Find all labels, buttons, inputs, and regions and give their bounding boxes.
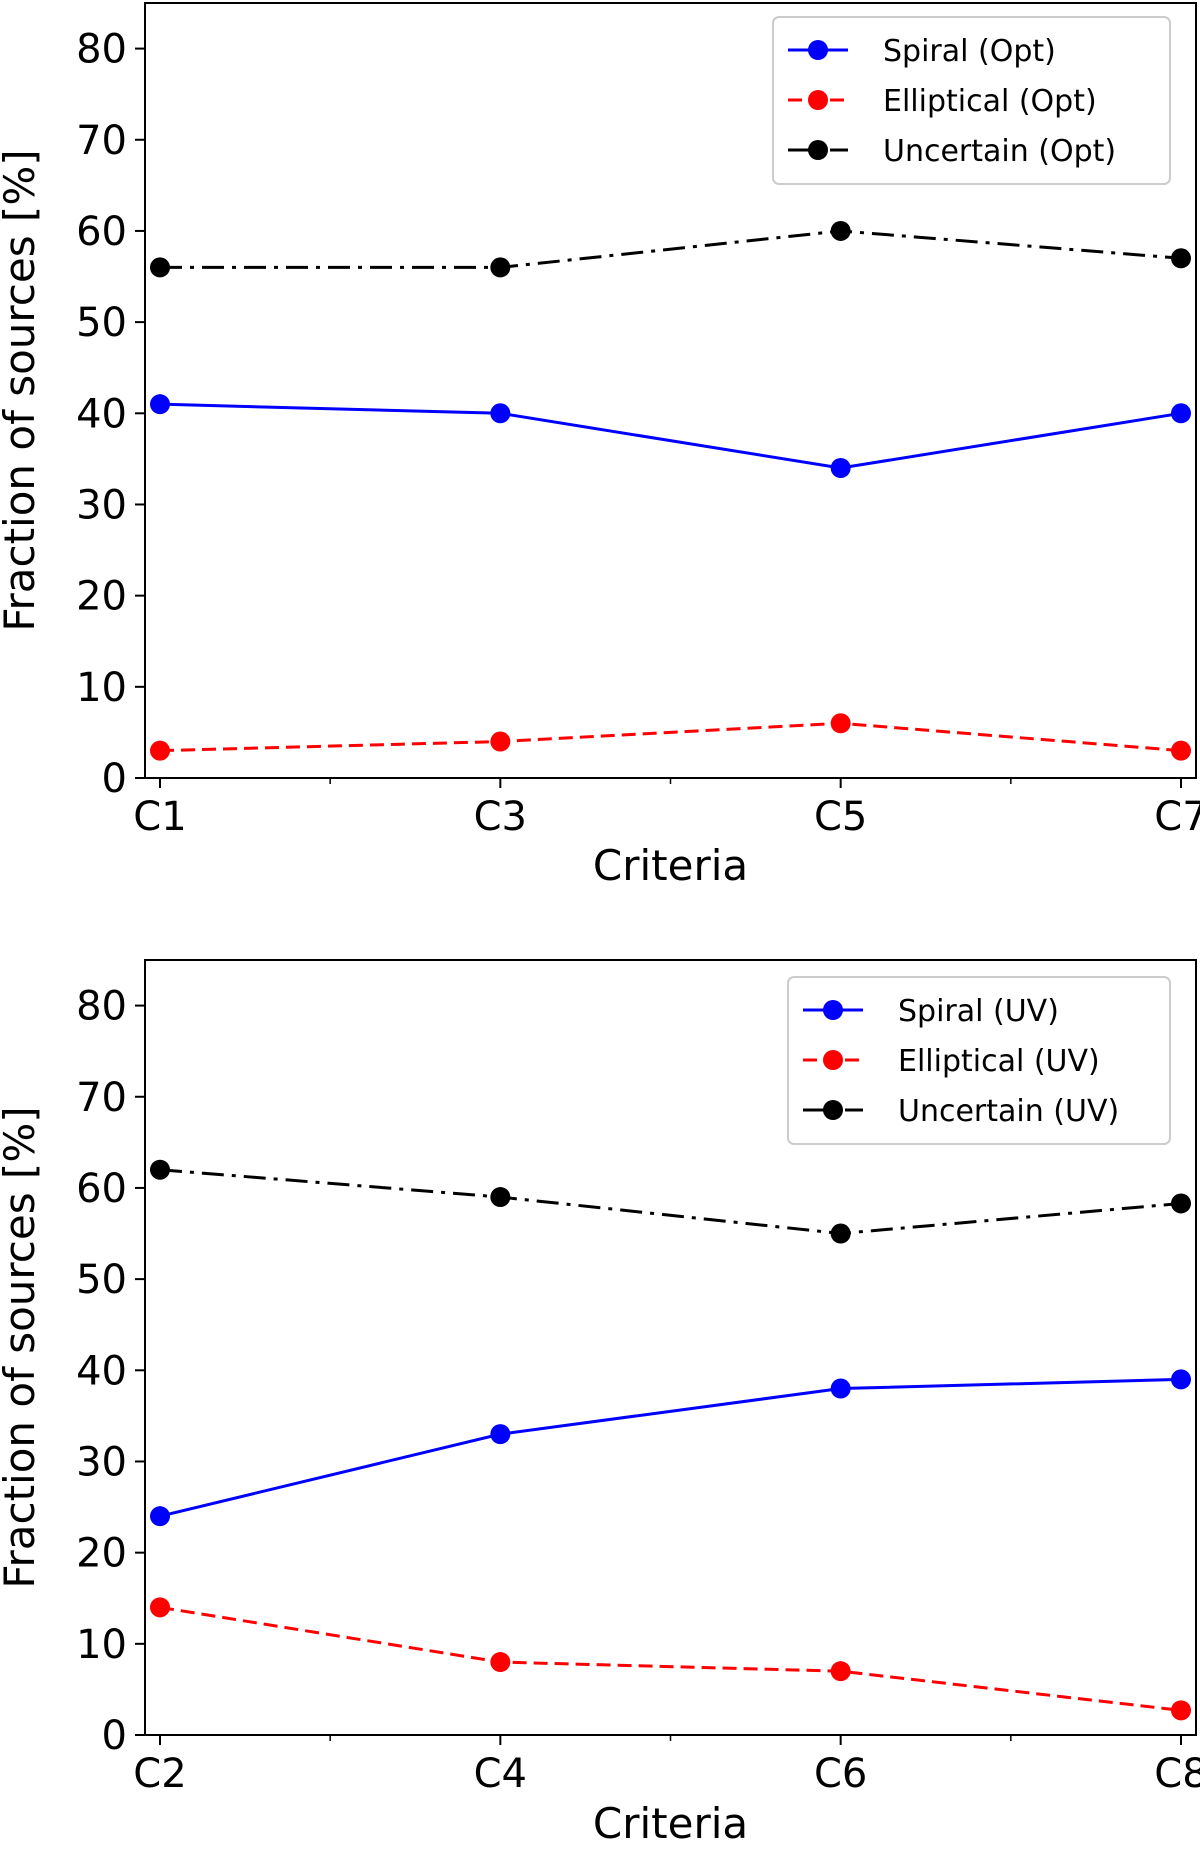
y-tick-label: 30 [76,1439,127,1485]
series-line-3 [160,229,1182,269]
series-line-2 [159,1605,1182,1712]
y-tick-label: 50 [76,1257,127,1303]
y-tick-label: 0 [102,1713,127,1759]
legend-marker [823,1100,843,1120]
y-tick-label: 30 [76,482,127,528]
x-tick-label: C8 [1154,1751,1200,1797]
data-point [490,257,511,278]
data-point [830,713,851,734]
x-tick-label: C5 [814,794,867,840]
y-axis-label: Fraction of sources [%] [0,149,44,631]
data-point [150,740,170,761]
data-point [490,403,511,424]
data-point [150,1506,170,1527]
y-tick-label: 80 [76,27,127,73]
data-point [490,1187,511,1208]
y-tick-label: 50 [76,300,127,346]
legend-marker [823,1000,843,1020]
data-point [1171,403,1191,424]
y-tick-label: 60 [76,1166,127,1212]
data-point [1171,1700,1191,1721]
legend-label: Spiral (Opt) [883,34,1056,69]
x-axis-label: Criteria [593,1799,748,1848]
y-tick-label: 80 [76,984,127,1030]
legend-marker [808,140,828,160]
y-tick-label: 70 [76,118,127,164]
y-tick-label: 20 [76,1531,127,1577]
x-axis-label: Criteria [593,841,748,890]
legend-box [772,16,1171,185]
y-tick-label: 10 [76,1622,127,1668]
legend-label: Spiral (UV) [898,994,1059,1029]
data-point [490,731,511,752]
series-line-2 [159,721,1182,753]
data-point [150,1159,170,1180]
legend: Spiral (UV) Elliptical (UV) Uncertain (UV) [787,976,1171,1145]
data-point [830,1223,851,1244]
y-tick-label: 70 [76,1075,127,1121]
y-tick-label: 0 [102,756,127,802]
legend-label: Elliptical (UV) [898,1044,1100,1079]
legend-marker [808,40,828,60]
x-tick-label: C1 [133,794,186,840]
x-tick-label: C6 [814,1751,867,1797]
legend-marker [808,90,828,110]
x-tick-label: C2 [133,1751,186,1797]
legend-marker [823,1050,843,1070]
y-tick-label: 10 [76,665,127,711]
data-point [830,458,851,478]
data-point [830,1661,851,1682]
data-point [150,257,170,278]
y-tick-label: 60 [76,209,127,255]
y-tick-label: 40 [76,391,127,437]
series-line-3 [159,1168,1182,1236]
data-point [150,394,170,415]
legend: Spiral (Opt) Elliptical (Opt) Uncertain (O… [772,16,1171,185]
data-point [150,1597,170,1618]
legend-label: Uncertain (Opt) [883,134,1116,169]
data-point [830,220,851,241]
data-point [490,1652,511,1673]
data-point [830,1378,851,1399]
data-point [1171,248,1191,269]
y-tick-label: 20 [76,574,127,620]
data-point [490,1424,511,1445]
data-point [1171,1369,1191,1390]
legend-label: Uncertain (UV) [898,1094,1119,1129]
legend-label: Elliptical (Opt) [883,84,1097,119]
data-point [1171,740,1191,761]
x-tick-label: C7 [1154,794,1200,840]
series-line-1 [159,1377,1182,1518]
y-tick-label: 40 [76,1348,127,1394]
y-axis-label: Fraction of sources [%] [0,1106,44,1588]
x-tick-label: C3 [474,794,527,840]
data-point [1171,1193,1191,1214]
x-tick-label: C4 [474,1751,527,1797]
chart-panel-1: 0 10 20 30 40 50 60 70 80 C1 C3 C5 C7 Criteria Fractio… [0,2,1200,890]
legend-box [787,976,1171,1145]
series-line-1 [159,402,1182,470]
chart-panel-2: 0 10 20 30 40 50 60 70 80 C2 C4 C6 C8 Criteria Fractio… [0,959,1200,1848]
